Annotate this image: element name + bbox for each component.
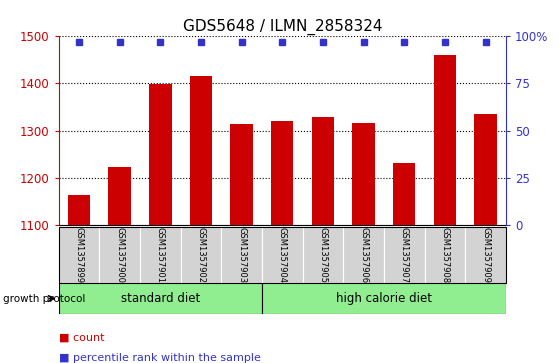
- Text: high calorie diet: high calorie diet: [336, 292, 432, 305]
- Bar: [108, 167, 131, 225]
- Text: GSM1357905: GSM1357905: [319, 227, 328, 283]
- Text: GSM1357909: GSM1357909: [481, 227, 490, 283]
- Text: GSM1357899: GSM1357899: [74, 227, 83, 283]
- Bar: [100, 227, 140, 283]
- Bar: [59, 227, 100, 283]
- Bar: [343, 227, 384, 283]
- Bar: [59, 283, 262, 314]
- Bar: [465, 227, 506, 283]
- Bar: [271, 121, 293, 225]
- Bar: [262, 227, 302, 283]
- Text: GSM1357901: GSM1357901: [156, 227, 165, 283]
- Text: ■ percentile rank within the sample: ■ percentile rank within the sample: [59, 352, 260, 363]
- Text: standard diet: standard diet: [121, 292, 200, 305]
- Text: GSM1357900: GSM1357900: [115, 227, 124, 283]
- Bar: [393, 163, 415, 225]
- Bar: [181, 227, 221, 283]
- Text: ■ count: ■ count: [59, 333, 104, 343]
- Bar: [190, 76, 212, 225]
- Text: GSM1357908: GSM1357908: [440, 227, 449, 283]
- Bar: [425, 227, 465, 283]
- Bar: [384, 227, 425, 283]
- Bar: [302, 227, 343, 283]
- Bar: [475, 114, 497, 225]
- Title: GDS5648 / ILMN_2858324: GDS5648 / ILMN_2858324: [183, 19, 382, 35]
- Bar: [221, 227, 262, 283]
- Bar: [262, 283, 506, 314]
- Bar: [352, 123, 375, 225]
- Text: GSM1357903: GSM1357903: [237, 227, 246, 283]
- Bar: [434, 55, 456, 225]
- Bar: [68, 195, 90, 225]
- Bar: [230, 123, 253, 225]
- Text: growth protocol: growth protocol: [3, 294, 85, 303]
- Text: GSM1357902: GSM1357902: [196, 227, 206, 283]
- Text: GSM1357906: GSM1357906: [359, 227, 368, 283]
- Bar: [312, 117, 334, 225]
- Text: GSM1357904: GSM1357904: [278, 227, 287, 283]
- Bar: [149, 85, 172, 225]
- Bar: [140, 227, 181, 283]
- Text: GSM1357907: GSM1357907: [400, 227, 409, 283]
